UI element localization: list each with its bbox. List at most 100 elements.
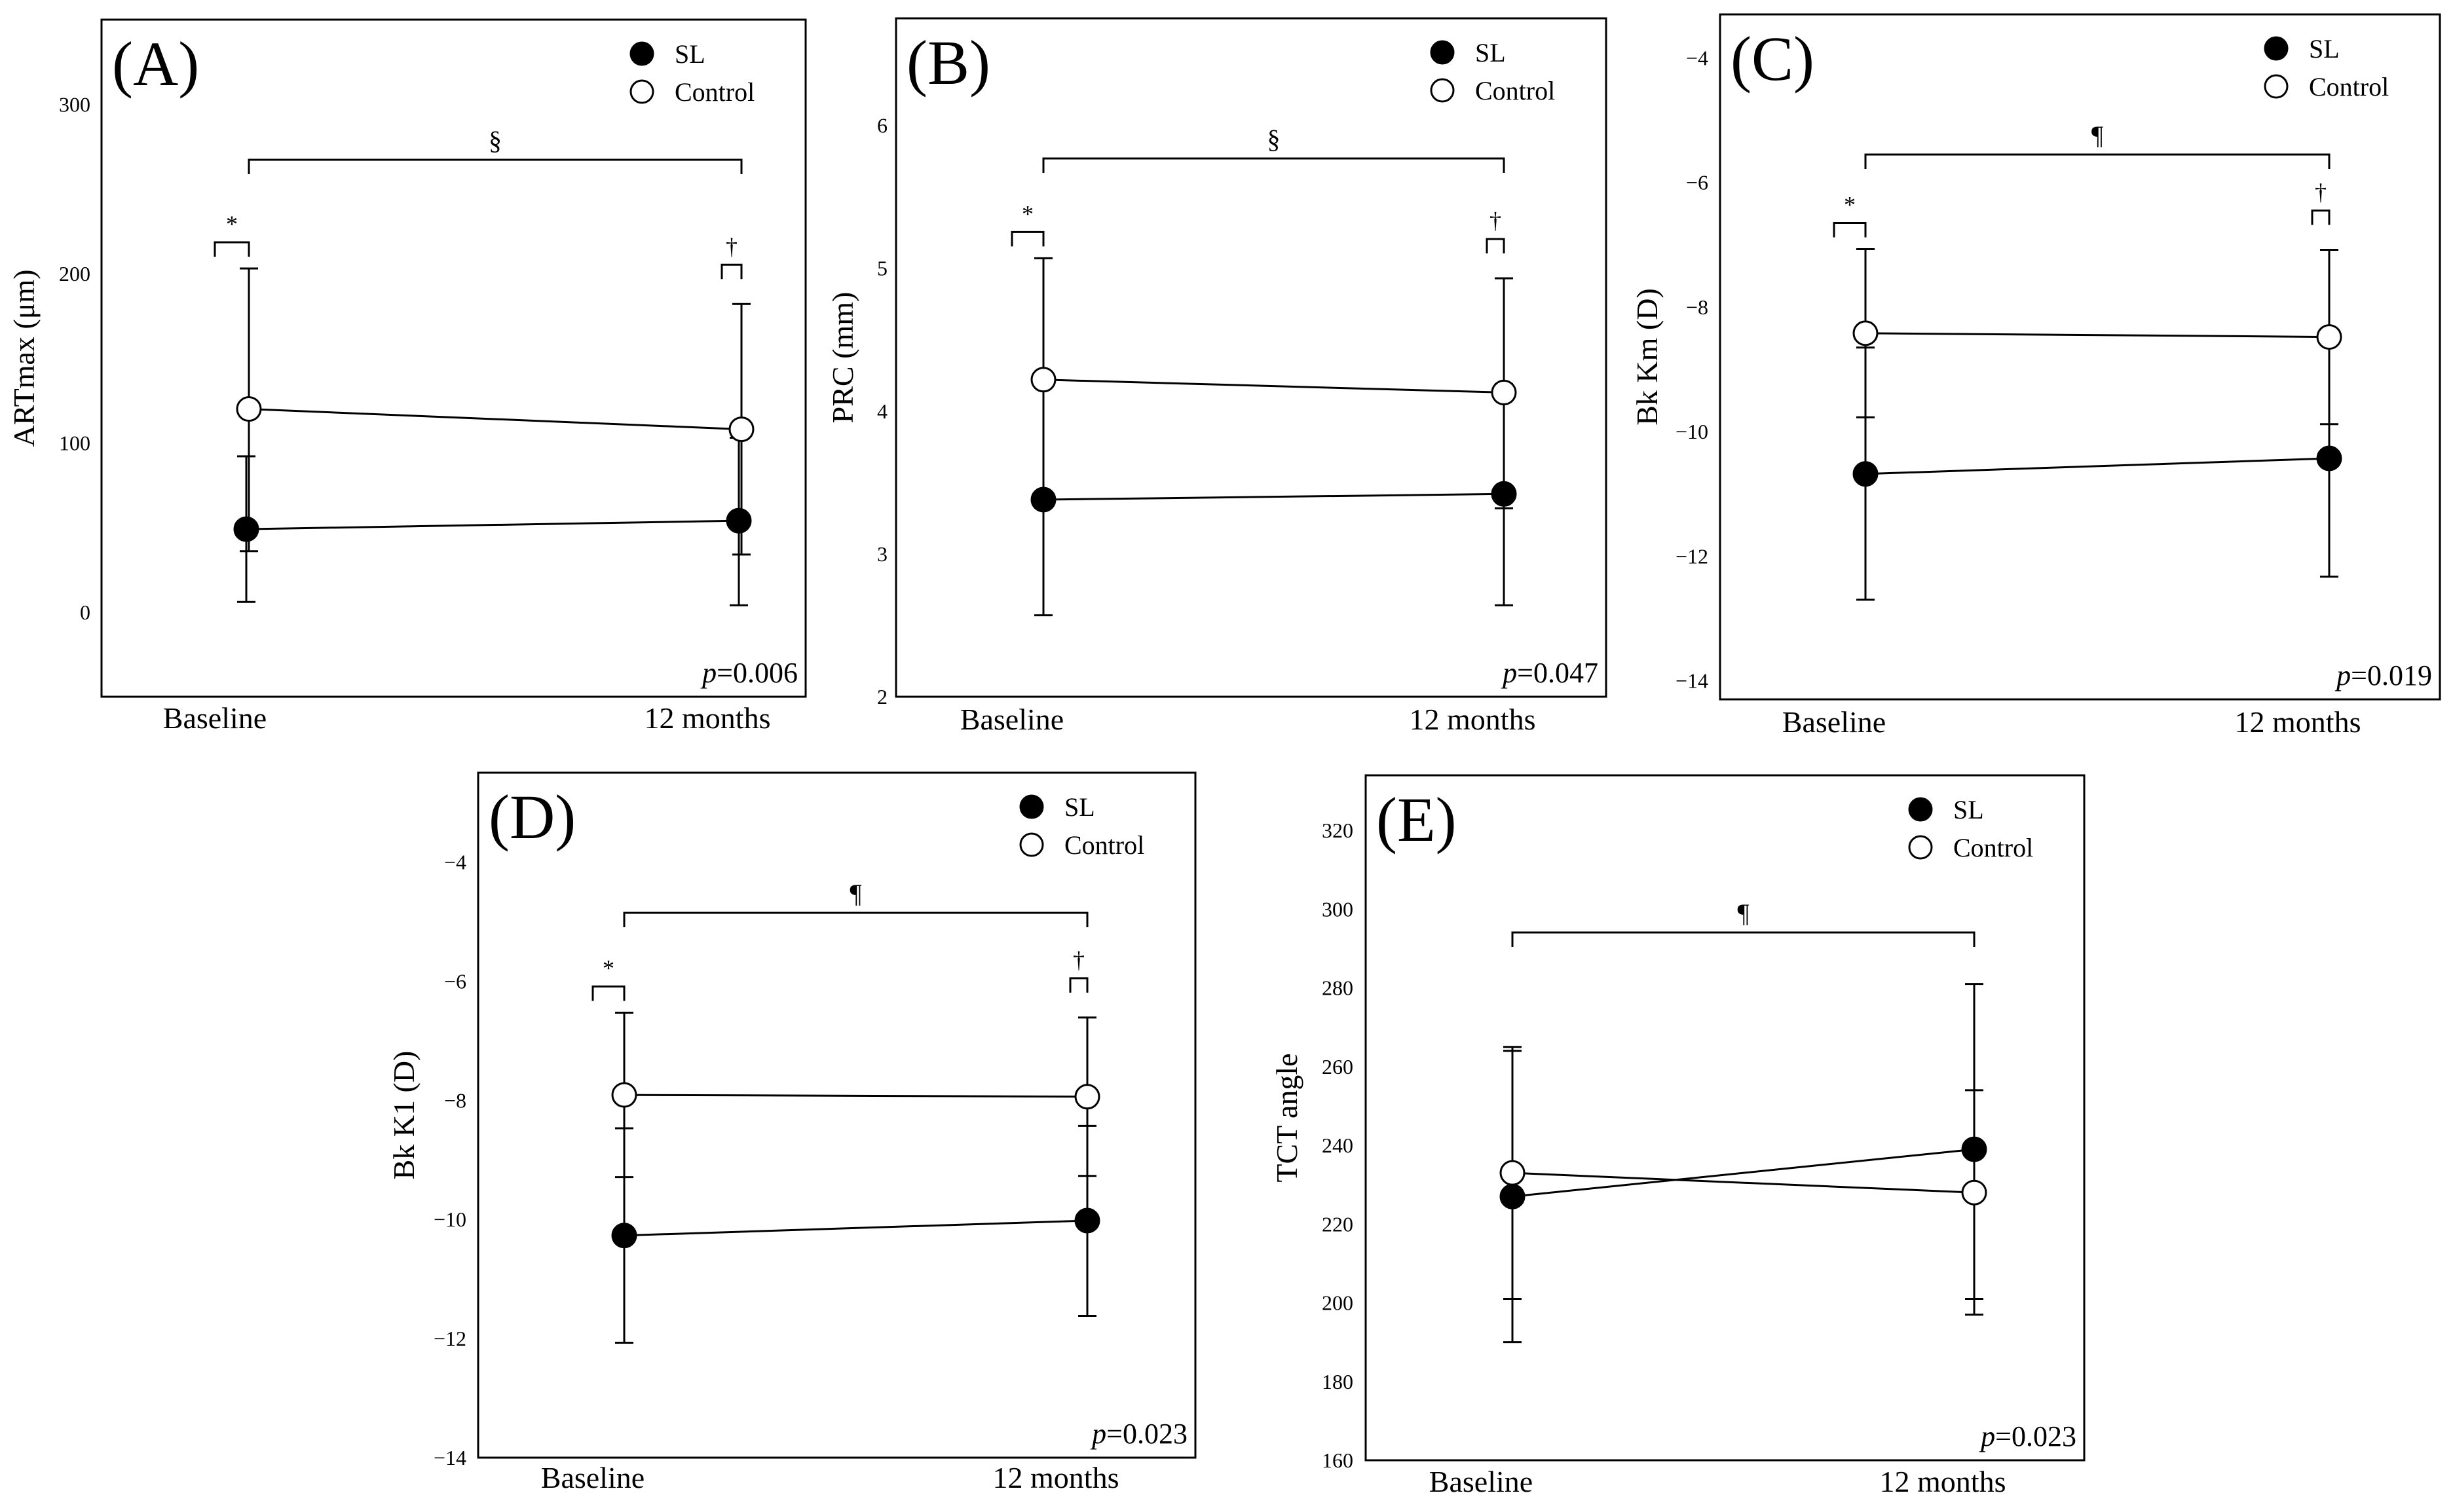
p-value: p=0.047 xyxy=(1501,657,1598,689)
legend-label: Control xyxy=(1064,830,1144,860)
y-tick-label: −6 xyxy=(1686,171,1708,194)
panel-c: (C) −4 −6 −8 −10 −12 −14 Bk Km (D) Baseline 12 mo… xyxy=(1630,13,2441,739)
x-category-label: 12 months xyxy=(1880,1465,2006,1498)
plot-frame xyxy=(1364,774,2086,1462)
y-tick-label: 6 xyxy=(877,114,888,138)
p-number: =0.023 xyxy=(1106,1418,1188,1450)
data-point-sl xyxy=(1852,461,1879,487)
significance-symbol: † xyxy=(726,233,738,259)
significance-bracket xyxy=(1042,157,1505,173)
significance-symbol: ¶ xyxy=(2091,120,2103,150)
p-number: =0.047 xyxy=(1517,657,1598,689)
series-line-control xyxy=(624,1094,1088,1098)
p-symbol: p xyxy=(1979,1420,1995,1452)
data-point-sl xyxy=(611,1223,637,1249)
x-category-label: Baseline xyxy=(163,701,267,735)
x-category-label: 12 months xyxy=(1410,703,1536,736)
panel-label: (E) xyxy=(1376,784,1457,855)
data-point-control xyxy=(2316,324,2342,350)
y-tick-label: 260 xyxy=(1322,1055,1353,1079)
panel-d: (D) −4 −6 −8 −10 −12 −14 Bk K1 (D) Baseline 12 mo… xyxy=(387,771,1197,1494)
y-tick-label: 300 xyxy=(59,92,90,116)
significance-bracket xyxy=(623,912,1089,927)
series-line-control xyxy=(248,408,742,431)
significance-symbol: ¶ xyxy=(850,879,861,908)
y-tick-label: −14 xyxy=(434,1446,466,1469)
y-tick-label: −10 xyxy=(1676,420,1708,443)
y-tick-label: 240 xyxy=(1322,1134,1353,1157)
p-number: =0.006 xyxy=(717,657,798,689)
plot-frame xyxy=(895,17,1607,698)
significance-symbol: † xyxy=(1073,947,1085,973)
y-tick-label: 180 xyxy=(1322,1370,1353,1393)
data-point-control xyxy=(1852,320,1879,346)
x-category-label: 12 months xyxy=(2235,705,2361,739)
data-point-sl xyxy=(1074,1208,1100,1234)
p-symbol: p xyxy=(700,657,717,689)
series-line-sl xyxy=(1043,492,1505,501)
legend-label: SL xyxy=(1064,792,1095,822)
p-symbol: p xyxy=(1090,1418,1106,1450)
y-tick-label: −8 xyxy=(444,1088,466,1112)
y-tick-label: 280 xyxy=(1322,976,1353,1000)
y-axis-label: PRC (mm) xyxy=(826,292,859,424)
significance-symbol: * xyxy=(603,955,614,982)
series-line-control xyxy=(1512,1171,1975,1194)
significance-bracket xyxy=(248,158,743,174)
significance-symbol: § xyxy=(1267,124,1281,154)
significance-bracket xyxy=(1511,931,1976,947)
legend-label: SL xyxy=(675,39,705,69)
legend-marker-control xyxy=(1430,78,1455,103)
p-value: p=0.023 xyxy=(1979,1420,2076,1452)
legend-marker-sl xyxy=(1019,794,1044,819)
series-line-control xyxy=(1865,332,2330,339)
y-tick-label: −10 xyxy=(434,1208,466,1231)
p-number: =0.019 xyxy=(2351,659,2432,691)
plot-frame xyxy=(1719,13,2441,701)
y-axis-label: Bk K1 (D) xyxy=(387,1051,421,1180)
data-point-control xyxy=(236,396,262,422)
legend-marker-sl xyxy=(629,41,654,66)
p-value: p=0.006 xyxy=(700,657,798,689)
legend-marker-control xyxy=(1019,832,1044,857)
panel-label: (C) xyxy=(1731,24,1814,94)
plot-frame xyxy=(100,18,807,698)
p-value: p=0.023 xyxy=(1090,1418,1188,1450)
significance-bracket xyxy=(721,263,743,280)
x-category-label: Baseline xyxy=(960,703,1064,736)
legend-label: SL xyxy=(2309,34,2340,64)
legend-marker-sl xyxy=(1908,797,1933,822)
significance-bracket xyxy=(214,241,250,257)
y-tick-label: 4 xyxy=(877,399,888,423)
panel-label: (A) xyxy=(112,29,199,99)
y-tick-label: 160 xyxy=(1322,1448,1353,1472)
p-value: p=0.019 xyxy=(2334,659,2432,691)
data-point-control xyxy=(1499,1160,1526,1186)
data-point-control xyxy=(1961,1179,1987,1206)
y-tick-label: 100 xyxy=(59,431,90,454)
x-category-label: Baseline xyxy=(1782,705,1886,739)
y-tick-label: 0 xyxy=(80,600,90,624)
panel-b: (B) 2 3 4 5 6 PRC (mm) Baseline 12 months * † § SL Co… xyxy=(826,17,1607,736)
series-line-control xyxy=(1043,378,1505,394)
significance-bracket xyxy=(1486,238,1505,253)
y-tick-label: −4 xyxy=(1686,46,1708,70)
y-tick-label: 300 xyxy=(1322,897,1353,921)
significance-bracket xyxy=(2311,209,2331,225)
significance-symbol: † xyxy=(1489,208,1501,234)
legend-marker-control xyxy=(629,79,654,104)
data-point-control xyxy=(1491,379,1517,405)
y-tick-label: 200 xyxy=(1322,1291,1353,1315)
significance-symbol: ¶ xyxy=(1737,898,1749,928)
data-point-sl xyxy=(2316,445,2342,471)
plot-frame xyxy=(477,771,1197,1459)
y-axis-label: TCT angle xyxy=(1270,1053,1303,1182)
p-number: =0.023 xyxy=(1995,1420,2076,1452)
data-point-control xyxy=(728,416,755,443)
y-axis-label: ARTmax (μm) xyxy=(7,269,41,447)
y-tick-label: −12 xyxy=(434,1327,466,1350)
y-tick-label: 3 xyxy=(877,542,888,566)
legend-marker-control xyxy=(1908,835,1933,860)
legend-label: Control xyxy=(675,77,755,107)
